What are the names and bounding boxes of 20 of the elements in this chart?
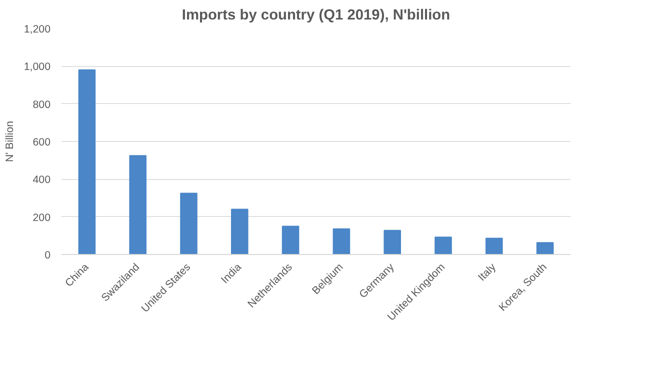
y-tick-label: 200 [32, 212, 51, 224]
y-axis-title: N' Billion [4, 120, 16, 162]
y-tick-label: 0 [44, 250, 51, 262]
bar [78, 69, 96, 254]
y-tick-label: 1,200 [24, 24, 51, 36]
bar [486, 238, 503, 254]
x-tick-label: Italy [476, 260, 499, 284]
bar [231, 208, 248, 254]
bar [129, 155, 146, 254]
chart-title: Imports by country (Q1 2019), N'billion [182, 8, 450, 24]
bar [536, 242, 554, 254]
y-tick-label: 1,000 [24, 61, 51, 74]
bar [180, 192, 198, 254]
bar [332, 228, 350, 254]
bar [434, 236, 452, 254]
y-tick-label: 400 [32, 174, 51, 186]
bar [282, 226, 300, 254]
y-tick-label: 800 [32, 98, 51, 111]
bar [384, 230, 401, 254]
y-tick-label: 600 [32, 136, 51, 148]
